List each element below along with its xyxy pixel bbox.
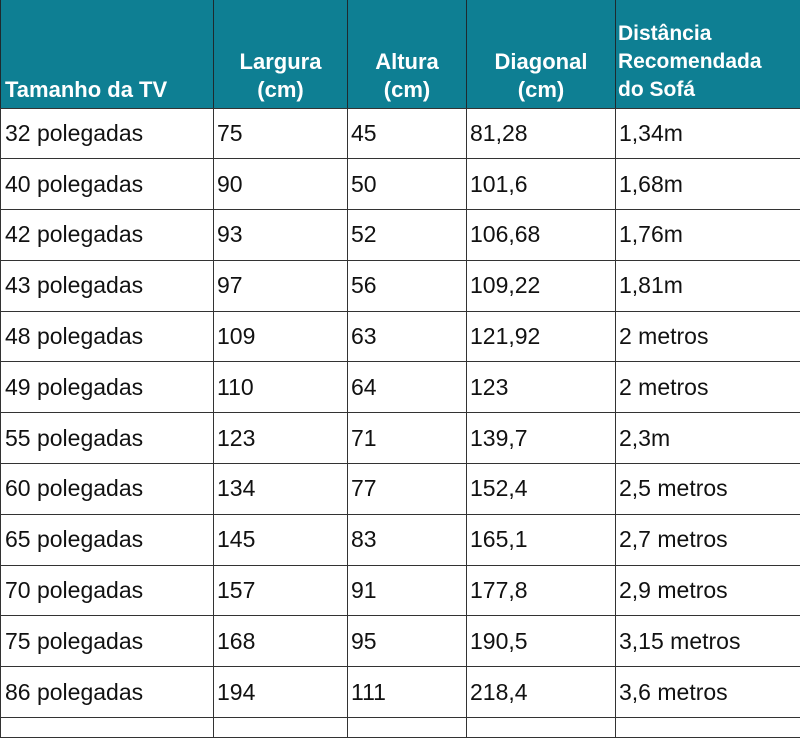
cell-empty (467, 718, 616, 738)
table-row: 86 polegadas 194 111 218,4 3,6 metros (1, 667, 800, 718)
header-unit: (cm) (384, 77, 430, 102)
table-row: 49 polegadas 110 64 123 2 metros (1, 362, 800, 413)
cell-width: 134 (214, 464, 348, 515)
cell-diagonal: 121,92 (467, 311, 616, 362)
table-row: 43 polegadas 97 56 109,22 1,81m (1, 260, 800, 311)
cell-tv-size: 65 polegadas (1, 514, 214, 565)
cell-width: 90 (214, 159, 348, 210)
cell-width: 157 (214, 565, 348, 616)
header-label: Recomendada (618, 50, 762, 73)
cell-diagonal: 165,1 (467, 514, 616, 565)
cell-empty (1, 718, 214, 738)
cell-diagonal: 139,7 (467, 413, 616, 464)
cell-distance: 2,3m (616, 413, 800, 464)
cell-width: 194 (214, 667, 348, 718)
cell-diagonal: 109,22 (467, 260, 616, 311)
cell-width: 145 (214, 514, 348, 565)
header-recommended-distance: Distância Recomendada do Sofá (616, 0, 800, 108)
cell-tv-size: 75 polegadas (1, 616, 214, 667)
cell-tv-size: 42 polegadas (1, 210, 214, 261)
table-row: 40 polegadas 90 50 101,6 1,68m (1, 159, 800, 210)
cell-distance: 2 metros (616, 311, 800, 362)
table-row: 55 polegadas 123 71 139,7 2,3m (1, 413, 800, 464)
cell-distance: 2 metros (616, 362, 800, 413)
cell-height: 111 (348, 667, 467, 718)
cell-empty (348, 718, 467, 738)
cell-distance: 3,15 metros (616, 616, 800, 667)
cell-height: 56 (348, 260, 467, 311)
table-row: 70 polegadas 157 91 177,8 2,9 metros (1, 565, 800, 616)
cell-height: 83 (348, 514, 467, 565)
cell-width: 97 (214, 260, 348, 311)
cell-height: 64 (348, 362, 467, 413)
cell-distance: 1,34m (616, 108, 800, 159)
cell-tv-size: 49 polegadas (1, 362, 214, 413)
header-unit: (cm) (518, 77, 564, 102)
cell-distance: 2,7 metros (616, 514, 800, 565)
cell-width: 75 (214, 108, 348, 159)
cell-distance: 2,9 metros (616, 565, 800, 616)
header-tv-size: Tamanho da TV (1, 0, 214, 108)
header-width: Largura (cm) (214, 0, 348, 108)
cell-tv-size: 43 polegadas (1, 260, 214, 311)
table-row: 32 polegadas 75 45 81,28 1,34m (1, 108, 800, 159)
cell-height: 50 (348, 159, 467, 210)
table-row: 65 polegadas 145 83 165,1 2,7 metros (1, 514, 800, 565)
cell-tv-size: 60 polegadas (1, 464, 214, 515)
cell-diagonal: 101,6 (467, 159, 616, 210)
cell-width: 168 (214, 616, 348, 667)
header-label: do Sofá (618, 78, 695, 101)
cell-height: 77 (348, 464, 467, 515)
cell-tv-size: 86 polegadas (1, 667, 214, 718)
cell-width: 123 (214, 413, 348, 464)
cell-distance: 1,68m (616, 159, 800, 210)
header-label: Tamanho da TV (5, 77, 167, 102)
cell-diagonal: 106,68 (467, 210, 616, 261)
cell-tv-size: 40 polegadas (1, 159, 214, 210)
table-row: 75 polegadas 168 95 190,5 3,15 metros (1, 616, 800, 667)
cell-tv-size: 70 polegadas (1, 565, 214, 616)
cell-width: 109 (214, 311, 348, 362)
table-row: 60 polegadas 134 77 152,4 2,5 metros (1, 464, 800, 515)
cell-distance: 2,5 metros (616, 464, 800, 515)
cell-empty (214, 718, 348, 738)
header-label: Diagonal (495, 49, 588, 74)
cell-diagonal: 123 (467, 362, 616, 413)
cell-distance: 3,6 metros (616, 667, 800, 718)
table-row-partial (1, 718, 800, 738)
cell-width: 93 (214, 210, 348, 261)
cell-height: 95 (348, 616, 467, 667)
header-diagonal: Diagonal (cm) (467, 0, 616, 108)
cell-distance: 1,76m (616, 210, 800, 261)
table-row: 48 polegadas 109 63 121,92 2 metros (1, 311, 800, 362)
cell-diagonal: 177,8 (467, 565, 616, 616)
cell-width: 110 (214, 362, 348, 413)
header-unit: (cm) (257, 77, 303, 102)
cell-diagonal: 152,4 (467, 464, 616, 515)
table-row: 42 polegadas 93 52 106,68 1,76m (1, 210, 800, 261)
cell-tv-size: 48 polegadas (1, 311, 214, 362)
cell-height: 45 (348, 108, 467, 159)
cell-tv-size: 55 polegadas (1, 413, 214, 464)
header-label: Largura (240, 49, 322, 74)
cell-height: 52 (348, 210, 467, 261)
header-label: Distância (618, 22, 711, 45)
cell-diagonal: 81,28 (467, 108, 616, 159)
cell-distance: 1,81m (616, 260, 800, 311)
header-row: Tamanho da TV Largura (cm) Altura (cm) D… (1, 0, 800, 108)
cell-empty (616, 718, 800, 738)
cell-diagonal: 190,5 (467, 616, 616, 667)
cell-height: 91 (348, 565, 467, 616)
cell-height: 63 (348, 311, 467, 362)
cell-tv-size: 32 polegadas (1, 108, 214, 159)
header-height: Altura (cm) (348, 0, 467, 108)
cell-height: 71 (348, 413, 467, 464)
cell-diagonal: 218,4 (467, 667, 616, 718)
header-label: Altura (375, 49, 439, 74)
